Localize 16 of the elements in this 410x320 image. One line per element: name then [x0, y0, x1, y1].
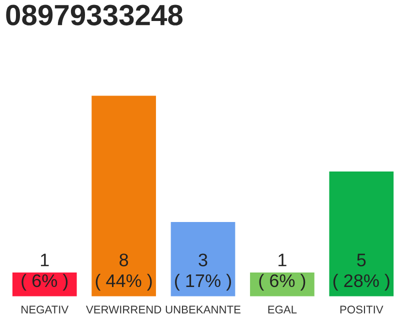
x-tick-label: UNBEKANNTE [166, 306, 240, 314]
bar [11, 271, 78, 297]
data-label: 3 ( 17% ) [175, 254, 231, 291]
data-label: 1 ( 6% ) [259, 254, 306, 291]
chart-title: 08979333248 [6, 4, 183, 26]
bar [328, 170, 395, 297]
bar [248, 271, 316, 297]
x-tick-label: VERWIRREND [86, 306, 162, 314]
x-tick-label: NEGATIV [22, 306, 69, 314]
bar [169, 220, 237, 297]
x-tick-label: POSITIV [340, 306, 384, 314]
data-label: 5 ( 28% ) [333, 254, 390, 291]
x-tick-label: EGAL [268, 306, 297, 314]
bar [90, 95, 158, 297]
data-label: 8 ( 44% ) [96, 254, 152, 291]
data-label: 1 ( 6% ) [22, 254, 68, 291]
